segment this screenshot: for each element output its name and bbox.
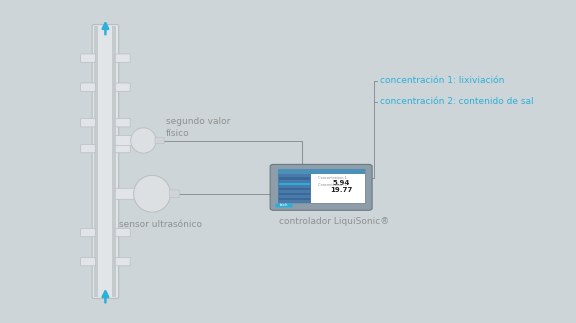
FancyBboxPatch shape xyxy=(115,228,130,237)
FancyBboxPatch shape xyxy=(169,190,180,198)
Bar xyxy=(279,177,309,180)
FancyBboxPatch shape xyxy=(115,119,130,127)
FancyBboxPatch shape xyxy=(81,83,96,91)
Text: tech: tech xyxy=(280,203,288,207)
Bar xyxy=(279,182,309,185)
Bar xyxy=(278,169,365,174)
Ellipse shape xyxy=(134,175,170,212)
Text: controlador LiquiSonic®: controlador LiquiSonic® xyxy=(279,217,389,226)
Text: Concentration 2: Concentration 2 xyxy=(317,183,347,187)
Bar xyxy=(279,198,309,200)
FancyBboxPatch shape xyxy=(275,203,293,207)
FancyBboxPatch shape xyxy=(81,119,96,127)
FancyBboxPatch shape xyxy=(115,257,130,266)
FancyBboxPatch shape xyxy=(81,257,96,266)
Bar xyxy=(112,26,116,297)
FancyBboxPatch shape xyxy=(115,144,130,153)
Bar xyxy=(279,188,309,190)
Text: concentración 1: lixiviación: concentración 1: lixiviación xyxy=(380,76,505,85)
FancyBboxPatch shape xyxy=(155,137,164,144)
Bar xyxy=(279,193,309,195)
FancyBboxPatch shape xyxy=(81,144,96,153)
Text: sensor ultrasónico: sensor ultrasónico xyxy=(119,220,202,229)
FancyBboxPatch shape xyxy=(115,136,132,145)
FancyBboxPatch shape xyxy=(115,83,130,91)
FancyBboxPatch shape xyxy=(92,25,119,298)
Text: concentración 2: contenido de sal: concentración 2: contenido de sal xyxy=(380,97,534,106)
Text: Concentration 1: Concentration 1 xyxy=(317,176,347,180)
Text: segundo valor
físico: segundo valor físico xyxy=(166,117,230,138)
FancyBboxPatch shape xyxy=(115,54,130,62)
FancyBboxPatch shape xyxy=(81,228,96,237)
Bar xyxy=(278,174,310,203)
Text: 5.94: 5.94 xyxy=(332,180,350,186)
FancyBboxPatch shape xyxy=(81,54,96,62)
Text: 19.77: 19.77 xyxy=(330,187,353,193)
Bar xyxy=(278,169,365,203)
Bar xyxy=(94,26,98,297)
FancyBboxPatch shape xyxy=(270,164,372,210)
FancyBboxPatch shape xyxy=(115,188,135,199)
Ellipse shape xyxy=(131,128,156,153)
